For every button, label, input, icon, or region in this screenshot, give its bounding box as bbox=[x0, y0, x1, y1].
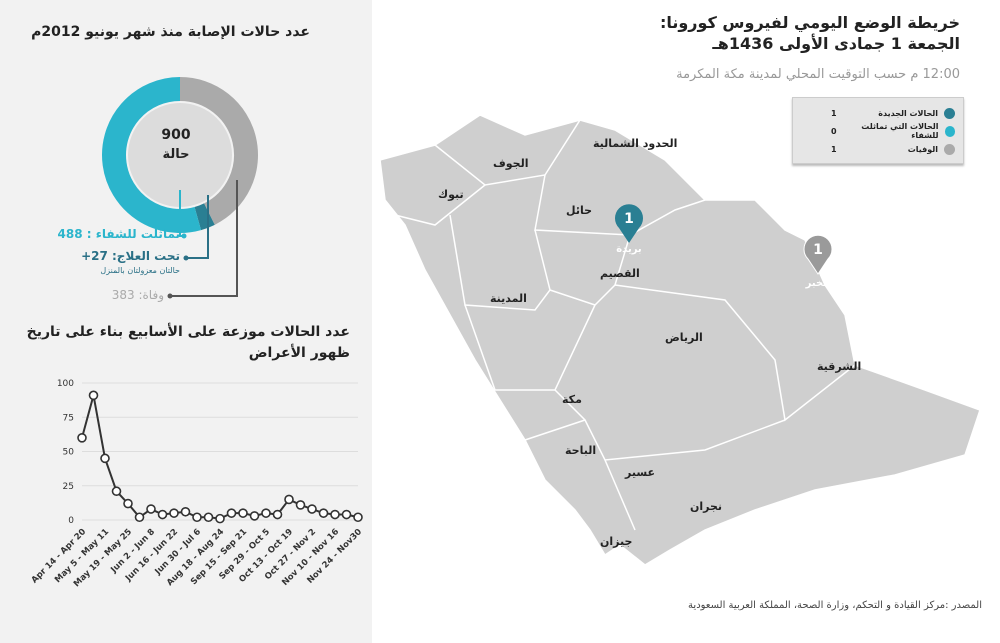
data-point bbox=[88, 390, 99, 401]
source-note: المصدر :مركز القيادة و التحكم، وزارة الص… bbox=[688, 600, 982, 611]
data-point bbox=[330, 509, 340, 520]
data-point bbox=[226, 508, 237, 518]
region-eastern: الشرقية bbox=[817, 360, 862, 373]
total-unit: حالة bbox=[162, 147, 190, 162]
data-point bbox=[77, 433, 87, 443]
donut-title: عدد حالات الإصابة منذ شهر يونيو 2012م bbox=[31, 24, 310, 40]
y-tick-label: 50 bbox=[63, 448, 75, 458]
data-point bbox=[123, 498, 133, 509]
data-point bbox=[180, 506, 191, 517]
legend-deaths: الوفيات 1 bbox=[801, 140, 955, 158]
total-cases: 900 bbox=[161, 127, 191, 143]
y-tick-label: 100 bbox=[57, 379, 74, 389]
data-point bbox=[353, 512, 363, 523]
donut-center bbox=[128, 103, 232, 207]
legend-recovered: الحالات التي تماثلت للشفاء 0 bbox=[801, 122, 955, 140]
region-makkah: مكة bbox=[562, 393, 582, 406]
y-tick-label: 25 bbox=[63, 482, 74, 492]
data-point bbox=[261, 508, 271, 518]
data-point bbox=[100, 453, 110, 464]
region-riyadh: الرياض bbox=[665, 331, 703, 344]
donut-slice-cured bbox=[102, 77, 202, 233]
data-point bbox=[341, 509, 352, 520]
y-tick-label: 75 bbox=[63, 413, 74, 423]
region-asir: عسير bbox=[625, 466, 656, 479]
data-point bbox=[169, 508, 179, 518]
treatment-label: تحت العلاج: 27+ bbox=[81, 249, 180, 263]
cured-label: تماثلت للشفاء : 488 bbox=[57, 227, 180, 241]
region-qassim: القصيم bbox=[600, 267, 640, 280]
data-point bbox=[249, 511, 260, 521]
region-najran: نجران bbox=[690, 500, 723, 513]
marker-khobar[interactable]: 1 الخبر bbox=[803, 234, 833, 289]
chart-title: عدد الحالات موزعة على الأسابيع بناء على … bbox=[26, 324, 350, 361]
cases-donut bbox=[102, 77, 258, 233]
data-point bbox=[318, 508, 329, 518]
data-point bbox=[295, 500, 306, 510]
region-jouf: الجوف bbox=[493, 157, 529, 170]
donut-slice-treatment bbox=[194, 203, 215, 231]
region-jazan: جيزان bbox=[600, 535, 633, 548]
region-baha: الباحة bbox=[565, 444, 597, 457]
data-point bbox=[192, 512, 202, 523]
y-tick-label: 0 bbox=[68, 516, 74, 526]
region-madinah: المدينة bbox=[490, 292, 527, 305]
donut-leaders bbox=[167, 180, 238, 299]
page-title: خريطة الوضع اليومي لفيروس كورونا: الجمعة … bbox=[659, 13, 960, 53]
data-point bbox=[272, 509, 283, 520]
legend-new-cases: الحالات الجديدة 1 bbox=[801, 104, 955, 122]
legend-dot-icon bbox=[944, 143, 955, 155]
map-country-shape bbox=[379, 114, 981, 566]
saudi-map bbox=[379, 114, 981, 566]
data-point bbox=[307, 504, 317, 514]
subtitle: 12:00 م حسب التوقيت المحلي لمدينة مكة ال… bbox=[676, 67, 960, 82]
donut-slice-deaths bbox=[179, 77, 258, 225]
legend-dot-icon bbox=[944, 125, 955, 137]
data-point bbox=[157, 509, 168, 520]
data-point bbox=[238, 508, 248, 518]
data-point bbox=[134, 512, 145, 523]
legend-dot-icon bbox=[944, 107, 955, 119]
deaths-label: وفاة: 383 bbox=[111, 288, 164, 302]
region-northern-borders: الحدود الشمالية bbox=[593, 137, 678, 150]
data-point bbox=[215, 513, 225, 524]
data-point bbox=[111, 486, 122, 497]
data-point bbox=[146, 504, 156, 514]
data-point bbox=[284, 494, 294, 505]
treatment-note: حالتان معزولتان بالمنزل bbox=[100, 266, 180, 275]
data-point bbox=[203, 512, 214, 523]
region-hail: حائل bbox=[566, 204, 593, 217]
region-tabuk: تبوك bbox=[438, 188, 464, 201]
map-legend: الحالات الجديدة 1 الحالات التي تماثلت للش… bbox=[792, 97, 964, 164]
marker-buraydah[interactable]: 1 بريدة bbox=[614, 204, 644, 255]
series-line bbox=[81, 395, 359, 520]
